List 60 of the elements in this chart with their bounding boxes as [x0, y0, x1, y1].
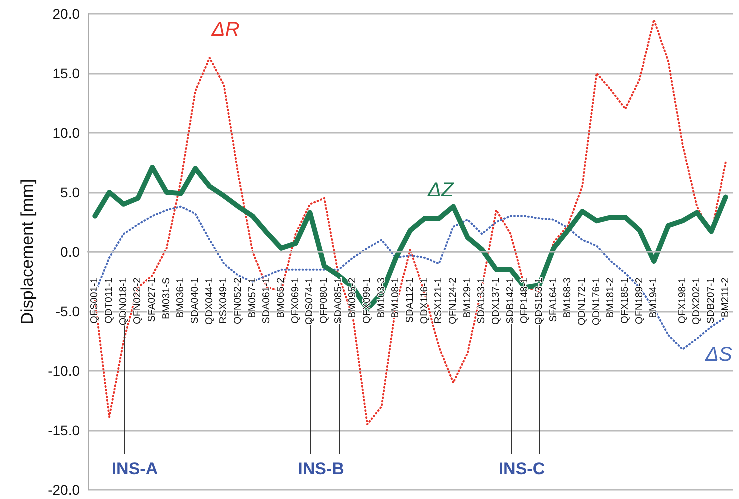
x-tick-label: QDS153-1	[534, 277, 545, 326]
x-tick-label: SDA133-1	[476, 277, 488, 324]
x-tick-label: QDS074-1	[304, 277, 316, 326]
ref-line-label: INS-A	[112, 459, 158, 478]
x-tick-label: QFN124-2	[448, 277, 459, 324]
annotation: ΔS	[704, 344, 734, 366]
x-tick-label: BM065-2	[276, 277, 287, 318]
x-tick-label: QFX185-1	[620, 277, 631, 324]
x-tick-label: RSX121-1	[434, 277, 445, 324]
x-tick-label: QDX044-1	[204, 277, 216, 326]
y-tick-label: -5.0	[56, 304, 80, 320]
x-tick-label: QDN176-1	[591, 277, 602, 326]
x-tick-label: QFP148-1	[520, 277, 531, 324]
x-tick-label: QFN052-2	[233, 277, 244, 324]
x-tick-label: BM057-1	[247, 277, 258, 318]
annotation: ΔZ	[427, 180, 454, 202]
x-tick-label: BM108-1	[390, 277, 402, 318]
x-tick-label: BM194-1	[648, 277, 660, 318]
annotation: ΔR	[210, 19, 240, 42]
x-tick-label: QDX116-1	[419, 277, 430, 324]
y-tick-label: -20.0	[48, 482, 80, 498]
x-tick-label: QDN172-1	[577, 277, 588, 326]
x-tick-label: QFX099-1	[362, 277, 373, 324]
x-tick-label: BM211-2	[720, 277, 732, 318]
y-tick-label: -10.0	[48, 363, 80, 379]
x-tick-label: BM036-1	[176, 277, 187, 318]
y-tick-label: 20.0	[52, 6, 80, 22]
y-tick-label: 15.0	[52, 66, 80, 82]
x-tick-label: QDN018-1	[118, 277, 130, 326]
x-tick-label: QFN189-2	[634, 277, 646, 324]
ref-line-label: INS-B	[298, 459, 344, 478]
x-tick-label: QDX202-1	[692, 277, 703, 326]
x-tick-label: BM103-3	[376, 277, 388, 318]
ref-line-label: INS-C	[498, 459, 546, 478]
x-tick-label: QDT011-1	[104, 277, 115, 324]
x-tick-label: QFX069-1	[290, 277, 302, 324]
x-tick-label: SDA112-1	[405, 277, 416, 324]
x-tick-label: SDA085-1	[333, 277, 344, 324]
x-tick-label: QDX137-1	[491, 277, 502, 326]
x-tick-label: BM168-3	[562, 277, 574, 318]
x-tick-label: BM129-1	[462, 277, 474, 318]
x-tick-label: SFA164-1	[548, 277, 560, 322]
x-tick-label: BM181-2	[606, 277, 617, 318]
x-tick-label: RSX049-1	[218, 277, 230, 324]
x-tick-label: SDA061-1	[262, 277, 273, 324]
x-tick-label: BM095-2	[348, 277, 359, 318]
x-tick-label: SDB207-1	[706, 277, 717, 324]
x-tick-label: QFS001-1	[90, 277, 101, 324]
x-tick-label: SFA027-1	[147, 277, 158, 322]
y-axis-title: Displacement [mm]	[18, 179, 37, 325]
x-tick-label: QFP080-1	[319, 277, 330, 324]
x-tick-label: BM031-S	[161, 277, 172, 320]
y-tick-label: 10.0	[52, 125, 80, 141]
x-tick-label: SDB142-1	[505, 277, 516, 324]
y-tick-label: -15.0	[48, 422, 80, 438]
x-tick-label: QFX198-1	[677, 277, 688, 324]
x-tick-label: SDA040-1	[190, 277, 201, 324]
x-tick-label: QFN022-2	[132, 277, 144, 324]
y-tick-label: 0.0	[60, 244, 80, 260]
y-tick-label: 5.0	[60, 184, 80, 200]
